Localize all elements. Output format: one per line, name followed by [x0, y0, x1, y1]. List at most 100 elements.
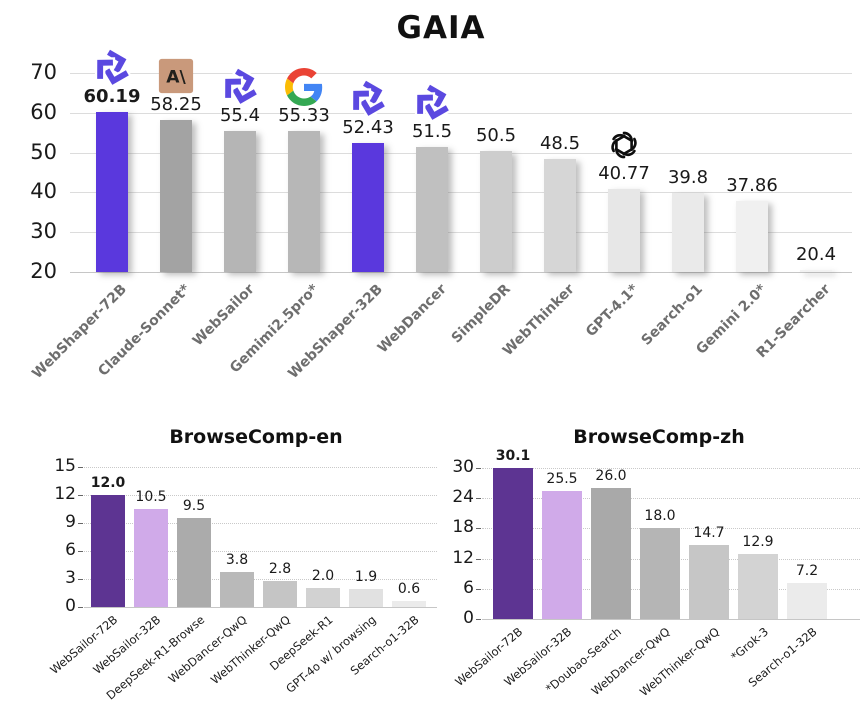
bar	[91, 495, 125, 607]
bar	[640, 528, 680, 619]
bar	[263, 580, 297, 607]
y-tick-label: 6	[463, 577, 474, 598]
tongyi-icon	[93, 49, 131, 88]
bar	[736, 200, 768, 272]
bar-value-label: 14.7	[693, 525, 725, 542]
bar	[349, 589, 383, 607]
y-tick-label: 20	[30, 259, 57, 284]
x-category-label: Search-o1	[638, 281, 706, 349]
y-tick-label: 30	[452, 457, 474, 478]
gaia-chart: GAIA 20 30 40 50 60 70 60.19 WebShaper-72B 58.2…	[29, 10, 852, 382]
browsecomp-en-chart: BrowseComp-en 0 3 6 9 12 15 12.0 WebSailor-72B 1…	[0, 405, 440, 702]
bar	[689, 545, 729, 619]
bar-value-label: 58.25	[150, 93, 202, 115]
bar	[542, 490, 582, 619]
y-axis-tick	[78, 495, 83, 497]
bar-value-label: 26.0	[595, 468, 627, 485]
y-tick-label: 30	[30, 219, 57, 244]
browsecomp-en-chart-title: BrowseComp-en	[169, 426, 343, 448]
bar-value-label: 48.5	[539, 132, 581, 154]
bar-value-label: 50.5	[475, 124, 517, 146]
x-category-label: WebDancer	[374, 281, 450, 357]
bar-value-label: 9.5	[182, 498, 206, 515]
y-axis-tick	[78, 467, 83, 469]
svg-text:A\: A\	[166, 67, 186, 87]
x-category-label: *Grok-3	[727, 624, 771, 664]
bar-value-label: 10.5	[135, 489, 167, 506]
bar-value-label: 1.9	[354, 569, 378, 586]
y-axis-tick	[476, 468, 481, 470]
y-axis-tick	[476, 588, 481, 590]
bar	[416, 146, 448, 272]
bar	[787, 582, 827, 619]
bar-value-label: 7.2	[795, 562, 819, 579]
bar-value-label: 51.5	[411, 120, 453, 142]
tongyi-icon	[413, 83, 451, 122]
bar-value-label: 20.4	[795, 244, 837, 266]
bar-value-label: 52.43	[342, 116, 394, 138]
openai-icon	[608, 129, 640, 161]
gridline	[84, 495, 437, 497]
y-axis-tick	[476, 619, 481, 620]
y-tick-label: 0	[463, 608, 474, 629]
y-axis-tick	[78, 523, 83, 525]
bar	[591, 488, 631, 619]
y-axis-tick	[78, 607, 83, 608]
bar	[177, 518, 211, 607]
bar-value-label: 12.0	[90, 475, 126, 492]
bar-value-label: 2.0	[311, 568, 335, 585]
y-tick-label: 12	[54, 484, 76, 505]
gridline	[70, 232, 852, 234]
bar-value-label: 39.8	[667, 167, 709, 189]
y-axis-tick	[476, 498, 481, 500]
x-axis-line	[84, 607, 437, 608]
browsecomp-zh-chart: BrowseComp-zh 0 6 12 18 24 30 30.1 WebSailor-72…	[440, 405, 867, 702]
y-tick-label: 18	[452, 517, 474, 538]
x-category-label: SimpleDR	[448, 281, 514, 347]
bar	[544, 158, 576, 272]
y-tick-label: 40	[30, 179, 57, 204]
x-category-label: GPT-4.1*	[582, 281, 642, 341]
y-tick-label: 70	[30, 60, 57, 85]
gridline	[70, 152, 852, 154]
bar	[608, 189, 640, 272]
y-tick-label: 3	[65, 568, 76, 589]
bar	[306, 588, 340, 607]
anthropic-icon: A\	[158, 58, 194, 94]
bar	[480, 150, 512, 272]
bar	[800, 270, 832, 272]
bar	[738, 554, 778, 619]
gridline	[70, 73, 852, 74]
gridline	[70, 112, 852, 114]
bar-value-label: 25.5	[546, 470, 578, 487]
bar-value-label: 18.0	[644, 508, 676, 525]
y-tick-label: 9	[65, 512, 76, 533]
x-axis-line	[482, 619, 860, 620]
bar-value-label: 55.4	[219, 105, 261, 127]
gridline	[84, 467, 437, 469]
gridline	[482, 498, 860, 500]
bar	[352, 142, 384, 272]
bar	[220, 571, 254, 607]
bar-value-label: 0.6	[397, 581, 421, 598]
tongyi-icon	[221, 68, 259, 107]
bar	[288, 131, 320, 272]
bar	[392, 601, 426, 607]
bar-value-label: 30.1	[495, 447, 531, 464]
y-tick-label: 60	[30, 99, 57, 124]
bar-value-label: 60.19	[83, 86, 141, 108]
y-tick-label: 50	[30, 139, 57, 164]
bar	[96, 112, 128, 272]
y-axis-tick	[476, 528, 481, 530]
y-axis-tick	[476, 558, 481, 560]
bar-value-label: 12.9	[742, 534, 774, 551]
y-tick-label: 15	[54, 456, 76, 477]
y-tick-label: 0	[65, 596, 76, 617]
y-axis-tick	[78, 579, 83, 580]
google-icon	[285, 68, 323, 107]
bar-value-label: 3.8	[225, 551, 249, 568]
y-tick-label: 6	[65, 540, 76, 561]
tongyi-icon	[349, 79, 387, 118]
gridline	[482, 468, 860, 470]
bar	[134, 509, 168, 607]
